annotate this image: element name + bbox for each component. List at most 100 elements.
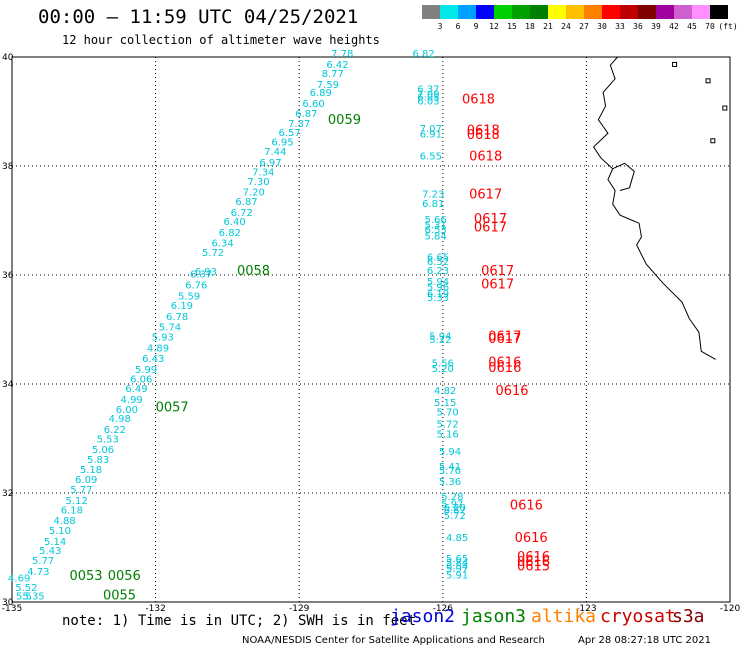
time-label: 0618 xyxy=(462,92,495,107)
satellite-legend-item: cryosat xyxy=(600,606,676,627)
footer-note: note: 1) Time is in UTC; 2) SWH is in fe… xyxy=(62,613,417,629)
time-label: 0617 xyxy=(488,329,521,344)
swh-value-label: 5.94 xyxy=(439,447,461,458)
time-label: 0053 xyxy=(69,569,102,584)
legend-swatch xyxy=(476,5,494,19)
swh-value-label: 5.53 xyxy=(97,434,119,445)
swh-value-label: 5.74 xyxy=(159,323,181,334)
swh-value-label: 7.34 xyxy=(252,167,274,178)
swh-value-label: 4.99 xyxy=(121,395,143,406)
swh-value-label: 6.76 xyxy=(185,281,207,292)
legend-swatch xyxy=(422,5,440,19)
time-label: 0616 xyxy=(517,555,550,570)
legend-tick-label: 24 xyxy=(561,22,571,31)
swh-value-label: 6.22 xyxy=(104,425,126,436)
legend-tick-label: 70 xyxy=(705,22,715,31)
swh-value-label: 5.59 xyxy=(178,292,200,303)
legend-tick-label: 3 xyxy=(437,22,443,31)
swh-value-label: 5.33 xyxy=(427,293,449,304)
time-label: 0616 xyxy=(488,356,521,371)
time-label: 0617 xyxy=(481,278,514,293)
legend-tick-label: 15 xyxy=(507,22,517,31)
swh-value-label: 5.12 xyxy=(65,496,87,507)
swh-value-label: 4.85 xyxy=(446,533,468,544)
lake-outline xyxy=(672,61,678,67)
swh-value-label: 5.18 xyxy=(80,465,102,476)
swh-value-label: 5.70 xyxy=(436,408,458,419)
swh-value-label: 6.43 xyxy=(142,354,164,365)
lat-tick-label: 32 xyxy=(2,489,13,499)
time-label: 0055 xyxy=(103,588,136,603)
lat-tick-label: 30 xyxy=(2,598,14,608)
lat-tick-label: 34 xyxy=(2,380,14,390)
time-label: 0618 xyxy=(467,128,500,143)
swh-value-label: 6.52 xyxy=(427,257,449,268)
swh-value-label: 6.23 xyxy=(427,266,449,277)
lon-tick-label: -129 xyxy=(289,604,310,614)
swh-value-label: 6.89 xyxy=(310,88,332,99)
swh-value-label: 6.54 xyxy=(446,561,468,572)
time-label: 0616 xyxy=(510,498,543,513)
legend-tick-label: 45 xyxy=(687,22,697,31)
legend-swatch xyxy=(674,5,692,19)
legend-tick-label: 12 xyxy=(489,22,499,31)
legend-tick-label: 42 xyxy=(669,22,679,31)
swh-value-label: 5.5 xyxy=(16,591,32,602)
legend-tick-label: 9 xyxy=(473,22,479,31)
swh-value-label: 5.72 xyxy=(202,248,224,259)
lat-tick-label: 38 xyxy=(2,162,14,172)
satellite-legend-item: s3a xyxy=(672,606,705,627)
lake-outline xyxy=(710,138,716,144)
swh-value-label: 6.18 xyxy=(61,506,83,517)
swh-value-label: 4.89 xyxy=(147,343,169,354)
swh-value-label: 5.10 xyxy=(49,526,71,537)
swh-value-label: 6.95 xyxy=(271,137,293,148)
lon-tick-label: -120 xyxy=(720,604,740,614)
time-label: 0618 xyxy=(467,123,500,138)
timestamp: Apr 28 08:27:18 UTC 2021 xyxy=(578,635,711,646)
swh-value-label: 6.19 xyxy=(427,289,449,300)
swh-value-label: 5.91 xyxy=(446,571,468,582)
swh-value-label: 8.77 xyxy=(322,69,344,80)
time-label: 0617 xyxy=(474,212,507,227)
swh-value-label: 6.97 xyxy=(259,158,281,169)
time-label: 0617 xyxy=(488,332,521,347)
satellite-legend-item: jason2 xyxy=(390,606,456,627)
swh-value-label: 6.82 xyxy=(413,49,435,60)
time-label: 0616 xyxy=(488,361,521,376)
swh-value-label: 6.42 xyxy=(326,60,348,71)
swh-value-label: 5.94 xyxy=(427,277,449,288)
swh-value-label: 5.06 xyxy=(92,445,114,456)
swh-value-label: 4.88 xyxy=(54,516,76,527)
swh-value-label: 7.23 xyxy=(422,190,444,201)
swh-value-label: 6.37 xyxy=(417,84,439,95)
swh-value-label: 6.34 xyxy=(211,239,233,250)
swh-value-label: 6.00 xyxy=(116,405,138,416)
swh-value-label: 6.81 xyxy=(422,199,444,210)
swh-value-label: 5.77 xyxy=(32,556,54,567)
swh-value-label: 5.28 xyxy=(441,492,463,503)
swh-value-label: 5.97 xyxy=(446,564,468,575)
time-label: 0617 xyxy=(481,264,514,279)
bay-outline xyxy=(612,162,635,192)
swh-value-label: 5.14 xyxy=(44,537,66,548)
swh-value-label: 5.97 xyxy=(441,500,463,511)
swh-value-label: 5.84 xyxy=(424,232,446,243)
legend-swatch xyxy=(512,5,530,19)
legend-swatch xyxy=(692,5,710,19)
color-scale-ticks: 3 6 9 12 15 18 21 24 27 30 33 36 39 42 45 70 (ft) xyxy=(422,22,738,34)
lat-tick-label: 40 xyxy=(2,53,14,63)
swh-value-label: 6.49 xyxy=(125,384,147,395)
legend-swatch xyxy=(710,5,728,19)
swh-value-label: 5.15 xyxy=(434,398,456,409)
swh-value-label: 7.07 xyxy=(420,124,442,135)
swh-value-label: 5.72 xyxy=(444,511,466,522)
satellite-legend-item: jason3 xyxy=(461,606,527,627)
swh-value-label: 6.72 xyxy=(231,208,253,219)
swh-value-label: 7.09 xyxy=(417,89,439,100)
swh-value-label: 4.98 xyxy=(109,414,131,425)
time-label: 0057 xyxy=(156,400,189,415)
swh-value-label: 5.83 xyxy=(87,455,109,466)
swh-value-label: 6.03 xyxy=(417,96,439,107)
swh-value-label: 5.72 xyxy=(436,420,458,431)
